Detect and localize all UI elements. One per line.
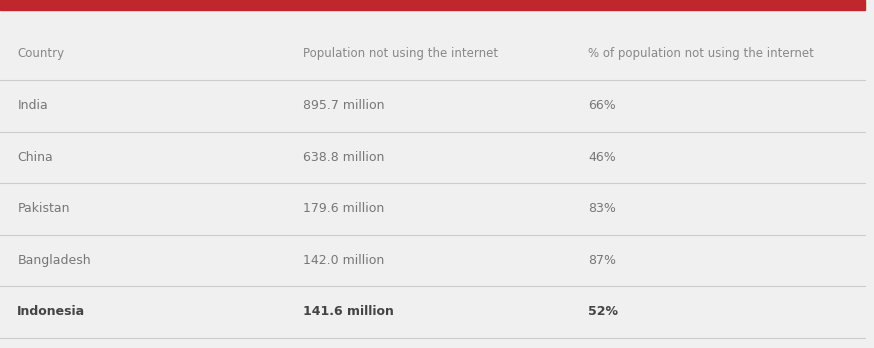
Text: 895.7 million: 895.7 million: [302, 99, 385, 112]
Text: 179.6 million: 179.6 million: [302, 202, 384, 215]
Text: 141.6 million: 141.6 million: [302, 305, 393, 318]
Text: % of population not using the internet: % of population not using the internet: [588, 47, 814, 61]
Bar: [0, 0, 865, 10]
Text: Bangladesh: Bangladesh: [17, 254, 91, 267]
Text: 87%: 87%: [588, 254, 616, 267]
Text: Indonesia: Indonesia: [17, 305, 86, 318]
Text: 52%: 52%: [588, 305, 618, 318]
Text: 46%: 46%: [588, 151, 616, 164]
Text: 83%: 83%: [588, 202, 616, 215]
Text: Country: Country: [17, 47, 65, 61]
Text: China: China: [17, 151, 53, 164]
Text: Pakistan: Pakistan: [17, 202, 70, 215]
Text: 638.8 million: 638.8 million: [302, 151, 384, 164]
Text: India: India: [17, 99, 48, 112]
Text: 66%: 66%: [588, 99, 616, 112]
Text: Population not using the internet: Population not using the internet: [302, 47, 498, 61]
Text: 142.0 million: 142.0 million: [302, 254, 384, 267]
